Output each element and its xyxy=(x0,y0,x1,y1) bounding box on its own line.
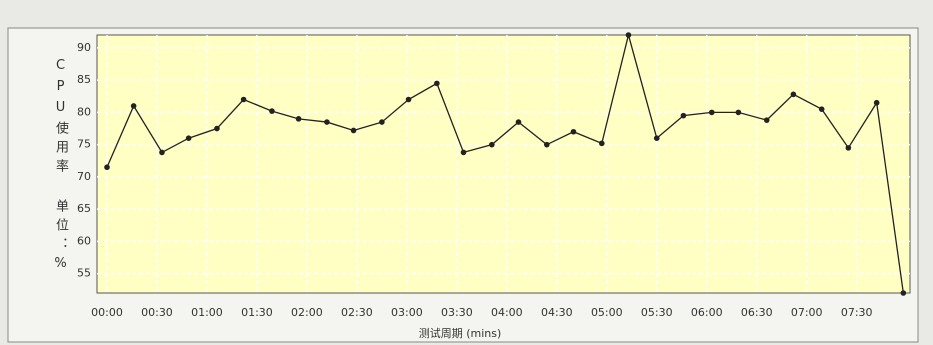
x-tick-label: 00:30 xyxy=(141,306,173,319)
data-point xyxy=(460,149,467,156)
x-tick-label: 06:00 xyxy=(691,306,723,319)
y-tick-label: 75 xyxy=(77,138,91,151)
data-point xyxy=(324,119,330,125)
y-tick-label: 85 xyxy=(77,73,91,86)
y-tick-label: 90 xyxy=(77,41,91,54)
x-tick-label: 05:00 xyxy=(591,306,623,319)
x-tick-label: 04:00 xyxy=(491,306,523,319)
data-point xyxy=(818,106,825,112)
data-point xyxy=(434,80,440,87)
data-point xyxy=(900,290,907,296)
x-tick-label: 06:30 xyxy=(741,306,773,319)
data-point xyxy=(763,117,770,123)
data-point xyxy=(790,91,797,98)
y-tick-label: 70 xyxy=(77,170,91,183)
x-tick-label: 03:30 xyxy=(441,306,473,319)
x-tick-label: 01:00 xyxy=(191,306,223,319)
data-point xyxy=(130,103,137,109)
x-tick-label: 07:30 xyxy=(841,306,873,319)
data-point xyxy=(489,141,495,148)
data-point xyxy=(598,140,605,147)
x-tick-label: 00:00 xyxy=(91,306,123,319)
data-point xyxy=(873,99,880,106)
x-axis-label: 测试周期 (mins) xyxy=(419,327,502,340)
y-axis-label: CPU使用率 单位：% xyxy=(53,57,68,277)
x-tick-label: 02:30 xyxy=(341,306,373,319)
x-tick-label: 02:00 xyxy=(291,306,323,319)
data-point xyxy=(625,32,632,38)
data-point xyxy=(269,108,275,114)
data-point xyxy=(350,127,357,134)
data-point xyxy=(214,125,220,132)
data-point xyxy=(544,141,550,148)
y-tick-label: 65 xyxy=(77,202,91,215)
data-point xyxy=(653,135,660,141)
data-point xyxy=(104,164,110,171)
data-point xyxy=(680,112,687,119)
data-point xyxy=(845,145,852,151)
x-tick-label: 03:00 xyxy=(391,306,423,319)
data-point xyxy=(185,135,192,141)
data-point xyxy=(735,109,742,116)
y-tick-label: 80 xyxy=(77,105,91,118)
data-point xyxy=(295,116,302,122)
y-tick-label: 60 xyxy=(77,234,91,247)
plot-area xyxy=(96,34,911,294)
x-tick-label: 05:30 xyxy=(641,306,673,319)
y-tick-label: 55 xyxy=(77,267,91,280)
x-tick-label: 01:30 xyxy=(241,306,273,319)
x-tick-label: 04:30 xyxy=(541,306,573,319)
data-point xyxy=(405,96,412,103)
data-point xyxy=(379,119,385,125)
series-line xyxy=(106,32,904,294)
data-point xyxy=(708,109,715,116)
data-point xyxy=(515,119,522,125)
x-tick-label: 07:00 xyxy=(791,306,823,319)
data-point xyxy=(240,96,247,103)
data-point xyxy=(570,128,577,135)
data-point xyxy=(159,149,165,156)
